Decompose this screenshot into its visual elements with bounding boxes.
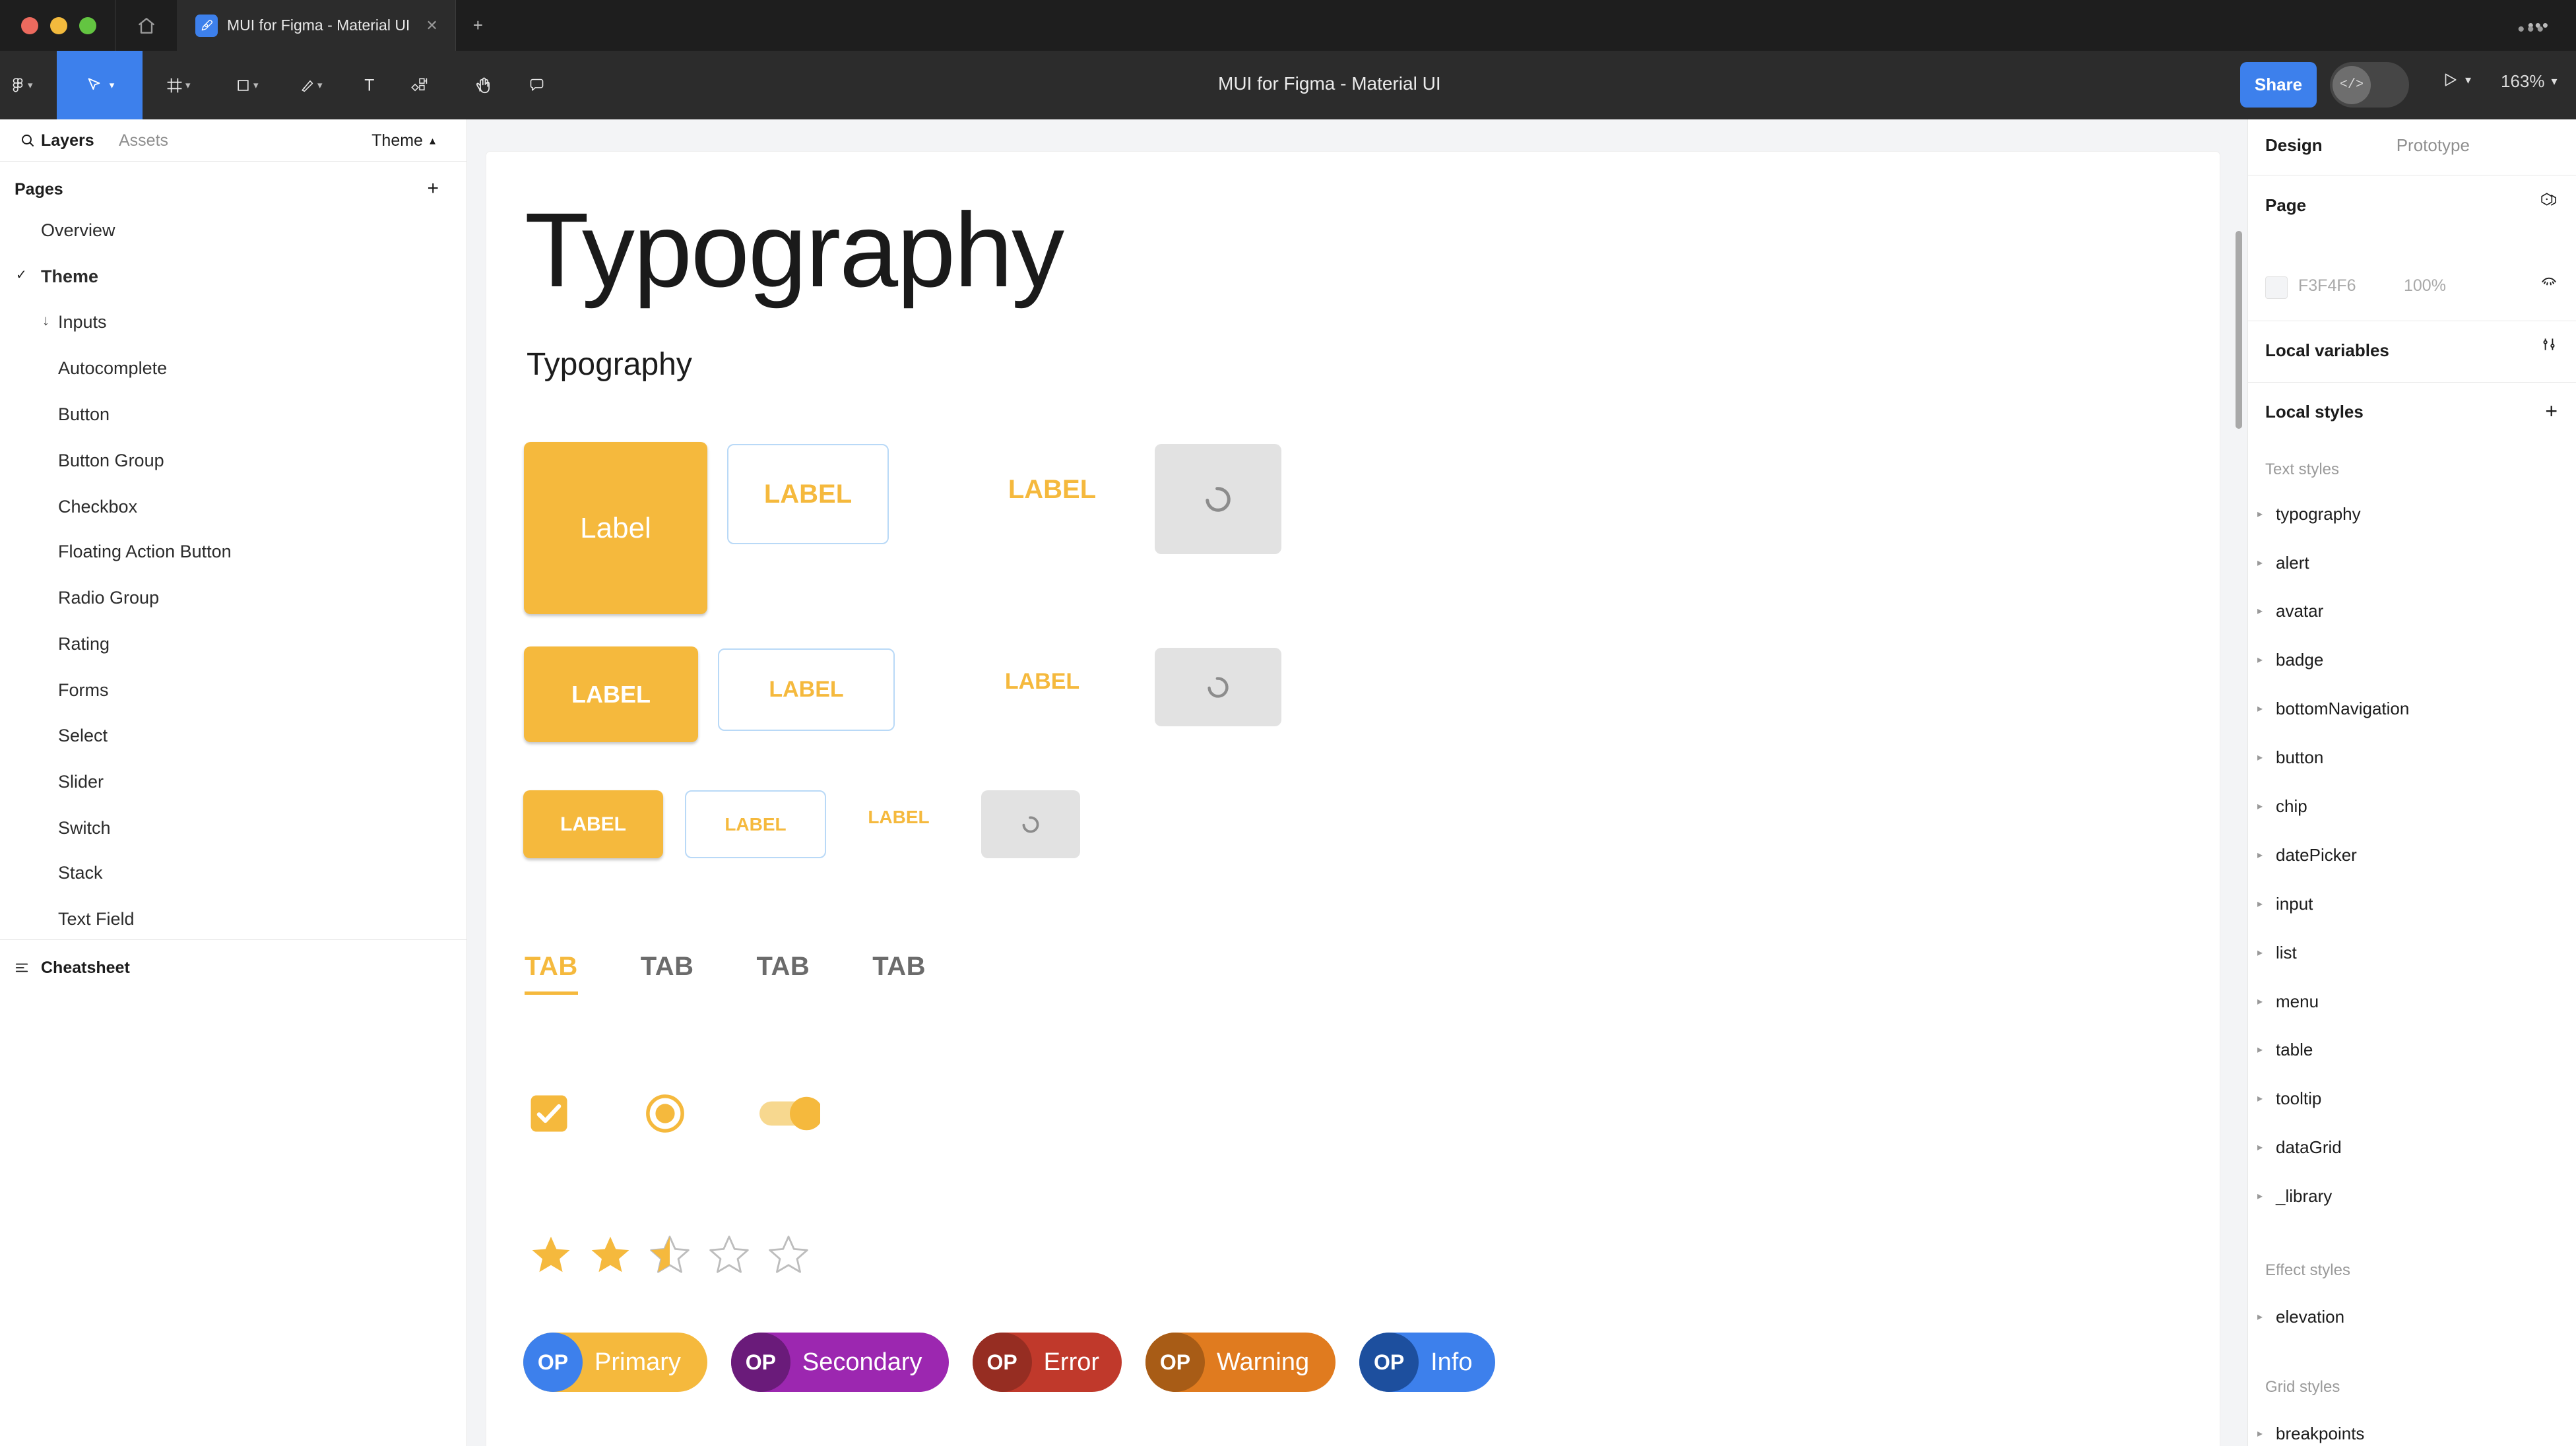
svg-text:T: T (364, 77, 374, 94)
